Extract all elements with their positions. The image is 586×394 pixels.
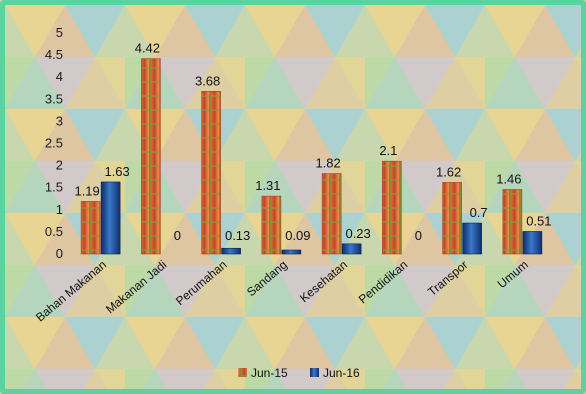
y-tick-label: 2.5	[45, 136, 63, 151]
bar-chart: 00.511.522.533.544.55 1.191.634.4203.680…	[5, 5, 581, 389]
y-tick-label: 4.5	[45, 47, 63, 62]
bar-jun-16	[522, 231, 543, 255]
legend-label: Jun-16	[323, 366, 360, 380]
bar-jun-16	[221, 247, 241, 255]
data-label: 0.09	[285, 228, 310, 243]
legend-swatch-jun-16	[310, 368, 319, 377]
y-tick-label: 3.5	[45, 91, 63, 106]
data-label: 1.19	[74, 183, 99, 198]
y-tick-label: 3	[56, 113, 63, 128]
chart-background	[5, 5, 581, 389]
bars	[80, 58, 543, 255]
bar-jun-15	[382, 160, 402, 255]
bar-jun-15	[502, 189, 523, 255]
y-tick-label: 1	[56, 202, 63, 217]
data-label: 4.42	[135, 41, 160, 56]
data-label: 1.62	[436, 164, 461, 179]
data-label: 0	[174, 228, 181, 243]
bar-jun-16	[281, 249, 302, 255]
data-label: 1.63	[104, 164, 129, 179]
bar-jun-16	[341, 243, 362, 255]
bar-jun-16	[100, 181, 121, 255]
bar-jun-16	[462, 222, 482, 255]
bar-jun-15	[201, 91, 221, 255]
y-axis: 0 0.5 1 1.5 2 2.5 3 3.5 4 4.5 5	[45, 25, 63, 261]
legend-label: Jun-15	[251, 366, 288, 380]
y-tick-label: 2	[56, 158, 63, 173]
data-label: 0.51	[526, 213, 551, 228]
data-label: 1.82	[315, 156, 340, 171]
data-label: 3.68	[195, 73, 220, 88]
y-tick-label: 5	[56, 25, 63, 40]
bar-jun-15	[141, 58, 161, 255]
bar-jun-15	[442, 182, 462, 255]
data-label: 2.1	[379, 143, 397, 158]
data-label: 0.23	[345, 226, 370, 241]
y-tick-label: 0.5	[45, 224, 63, 239]
bar-jun-15	[261, 195, 282, 255]
y-tick-label: 0	[56, 246, 63, 261]
y-tick-label: 4	[56, 69, 63, 84]
legend-swatch-jun-15	[238, 368, 247, 377]
data-label: 0	[415, 228, 422, 243]
data-label: 0.7	[470, 205, 488, 220]
y-tick-label: 1.5	[45, 180, 63, 195]
data-label: 0.13	[225, 228, 250, 243]
data-label: 1.31	[255, 178, 280, 193]
bar-jun-15	[321, 173, 342, 255]
data-label: 1.46	[496, 171, 521, 186]
data-labels: 1.19 1.63 4.42 0 3.68 0.13 1.31 0.09 1.82 0.23 2.1…	[74, 41, 551, 243]
bar-jun-15	[80, 201, 101, 255]
legend: Jun-15 Jun-16	[238, 366, 360, 380]
